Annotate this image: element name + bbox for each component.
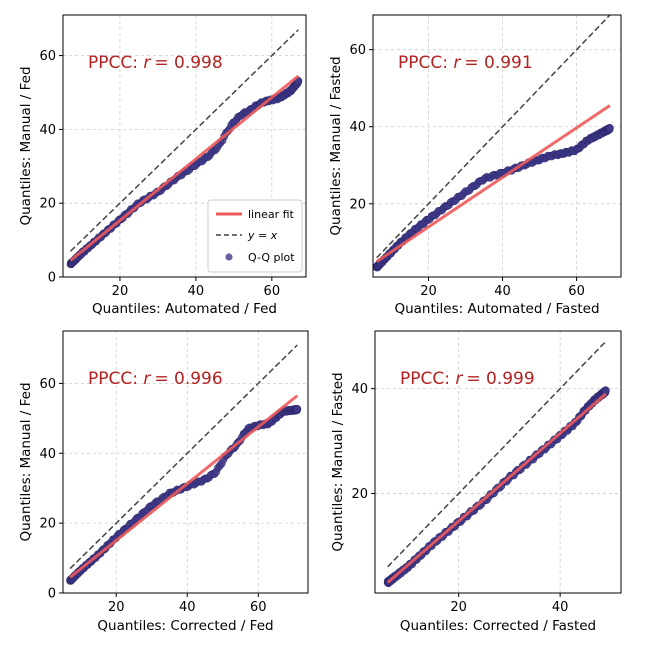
y-axis-label: Quantiles: Manual / Fed (18, 66, 34, 225)
y-tick-label: 0 (48, 587, 56, 602)
y-tick-label: 40 (351, 382, 368, 397)
legend-qq-swatch (225, 253, 233, 261)
ppcc-value: = 0.996 (154, 369, 222, 389)
legend-qq-label: Q-Q plot (248, 251, 295, 264)
ppcc-variable: r (143, 369, 151, 389)
x-tick-label: 20 (112, 284, 129, 299)
x-tick-label: 40 (188, 284, 205, 299)
panel-corrected-fed: 20 40 60 0 20 40 60 PPCC: r = 0.996 Quantiles: C… (18, 330, 309, 634)
linear-fit-line (69, 394, 299, 579)
qq-points (372, 124, 614, 272)
y-tick-label: 60 (349, 43, 366, 58)
x-tick-label: 40 (494, 284, 511, 299)
ppcc-prefix: PPCC: (88, 369, 143, 389)
identity-line (69, 344, 298, 570)
linear-fit-line (69, 74, 300, 262)
axes-frame (372, 14, 622, 278)
y-tick-label: 60 (39, 49, 56, 64)
legend: linear fit y = x Q-Q plot (207, 199, 303, 273)
y-tick-label: 0 (48, 271, 56, 286)
y-tick-label: 40 (349, 120, 366, 135)
legend-fit-label: linear fit (248, 208, 295, 221)
y-tick-label: 40 (39, 123, 56, 138)
ppcc-annotation: PPCC: r = 0.996 (88, 369, 223, 389)
x-tick-label: 60 (264, 284, 281, 299)
x-tick-label: 40 (552, 600, 569, 615)
legend-box (207, 199, 303, 273)
axes-frame (374, 330, 622, 594)
x-axis-label: Quantiles: Automated / Fasted (394, 301, 599, 317)
y-tick-label: 20 (349, 197, 366, 212)
x-axis-label: Quantiles: Automated / Fed (92, 301, 277, 317)
ppcc-variable: r (453, 53, 461, 73)
linear-fit-line (386, 392, 607, 584)
y-tick-label: 40 (39, 447, 56, 462)
qq-points (66, 404, 302, 585)
linear-fit-line (375, 104, 611, 263)
y-axis-label: Quantiles: Manual / Fed (18, 382, 34, 541)
ppcc-prefix: PPCC: (88, 53, 143, 73)
y-tick-label: 20 (39, 517, 56, 532)
ppcc-prefix: PPCC: (400, 369, 455, 389)
panel-corrected-fasted: 20 40 20 40 PPCC: r = 0.999 Quantiles: Correc… (330, 330, 622, 634)
ppcc-annotation: PPCC: r = 0.991 (398, 53, 533, 73)
x-axis-label: Quantiles: Corrected / Fed (97, 618, 273, 634)
x-tick-label: 40 (179, 600, 196, 615)
identity-line (376, 14, 611, 259)
ppcc-value: = 0.991 (464, 53, 532, 73)
qq-point (605, 124, 614, 133)
ppcc-variable: r (455, 369, 463, 389)
ppcc-value: = 0.998 (154, 53, 222, 73)
ppcc-annotation: PPCC: r = 0.998 (88, 53, 223, 73)
y-axis-label: Quantiles: Manual / Fasted (328, 56, 344, 235)
ppcc-value: = 0.999 (466, 369, 534, 389)
y-tick-label: 20 (351, 487, 368, 502)
qq-point (601, 386, 610, 395)
axes-frame (62, 330, 309, 594)
x-tick-label: 60 (250, 600, 267, 615)
y-axis-label: Quantiles: Manual / Fasted (330, 372, 346, 551)
x-axis-label: Quantiles: Corrected / Fasted (400, 618, 596, 634)
y-tick-label: 20 (39, 197, 56, 212)
panel-automated-fed: 20 40 60 0 20 40 60 PPCC: r = 0.998 linear fit y =… (18, 14, 307, 317)
y-tick-label: 60 (39, 377, 56, 392)
identity-line (70, 29, 299, 252)
x-tick-label: 20 (420, 284, 437, 299)
ppcc-prefix: PPCC: (398, 53, 453, 73)
panel-automated-fasted: 20 40 60 20 40 60 PPCC: r = 0.991 Quantiles: Au… (328, 14, 622, 317)
legend-identity-label: y = x (247, 229, 278, 242)
x-tick-label: 60 (568, 284, 585, 299)
ppcc-variable: r (143, 53, 151, 73)
x-tick-label: 20 (450, 600, 467, 615)
axes-frame (62, 14, 307, 278)
ppcc-annotation: PPCC: r = 0.999 (400, 369, 535, 389)
qq-point (293, 405, 302, 414)
x-tick-label: 20 (108, 600, 125, 615)
identity-line (387, 340, 607, 568)
